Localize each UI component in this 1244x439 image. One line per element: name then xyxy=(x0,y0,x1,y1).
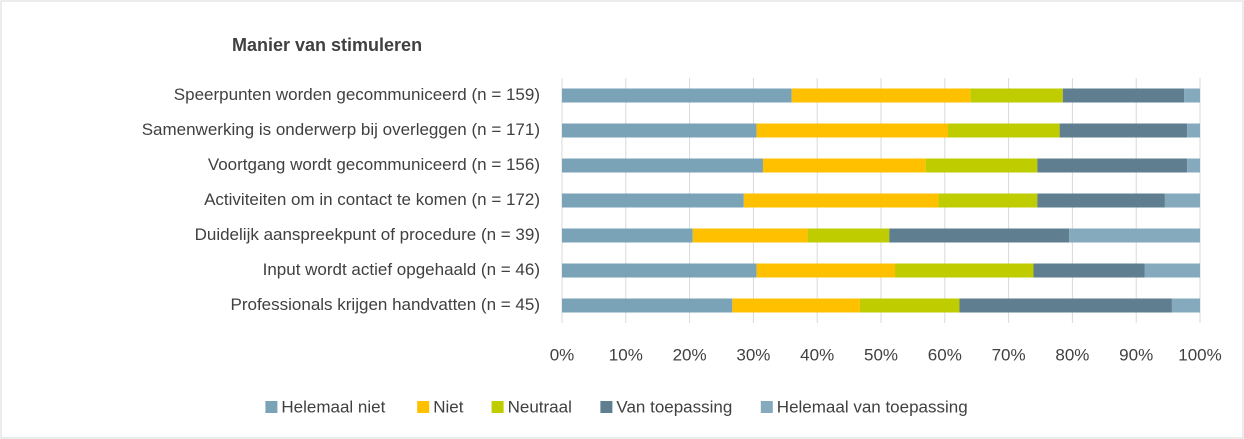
bar-segment xyxy=(756,123,948,138)
legend-swatch xyxy=(760,401,773,413)
legend-swatch xyxy=(491,401,504,413)
y-tick-label: Samenwerking is onderwerp bij overleggen… xyxy=(142,120,540,139)
x-tick-label: 50% xyxy=(864,345,898,364)
legend-label: Helemaal niet xyxy=(281,397,385,416)
bar-segment xyxy=(562,263,757,278)
x-tick-label: 70% xyxy=(992,345,1026,364)
bar-segment xyxy=(562,193,744,208)
x-tick-label: 60% xyxy=(928,345,962,364)
bar-segment xyxy=(1187,158,1200,173)
bar-segment xyxy=(1069,228,1200,243)
legend-label: Helemaal van toepassing xyxy=(777,397,968,416)
bar-segment xyxy=(1144,263,1200,278)
bar-segment xyxy=(1187,123,1200,138)
bar-segment xyxy=(1164,193,1200,208)
legend-label: Niet xyxy=(433,397,464,416)
bar-segment xyxy=(562,298,733,313)
bar-segment xyxy=(743,193,939,208)
bar-segment xyxy=(791,88,971,103)
legend-label: Van toepassing xyxy=(616,397,732,416)
y-tick-label: Duidelijk aanspreekpunt of procedure (n … xyxy=(195,225,540,244)
bar-segment xyxy=(1184,88,1200,103)
legend-swatch xyxy=(600,401,613,413)
x-tick-label: 100% xyxy=(1178,345,1221,364)
bar-segment xyxy=(1062,88,1185,103)
x-tick-label: 10% xyxy=(609,345,643,364)
bar-segment xyxy=(938,193,1038,208)
bar-segment xyxy=(925,158,1038,173)
bar-segment xyxy=(1059,123,1188,138)
x-tick-label: 20% xyxy=(673,345,707,364)
bar-segment xyxy=(970,88,1063,103)
y-tick-label: Activiteiten om in contact te komen (n =… xyxy=(204,190,540,209)
y-tick-label: Voortgang wordt gecommuniceerd (n = 156) xyxy=(208,155,540,174)
bar-segment xyxy=(562,228,693,243)
legend-swatch xyxy=(265,401,278,413)
y-tick-label: Professionals krijgen handvatten (n = 45… xyxy=(231,295,541,314)
bar-segment xyxy=(859,298,960,313)
bar-segment xyxy=(947,123,1060,138)
x-tick-label: 30% xyxy=(736,345,770,364)
x-tick-label: 80% xyxy=(1055,345,1089,364)
bar-segment xyxy=(562,88,792,103)
bar-segment xyxy=(895,263,1034,278)
legend-swatch xyxy=(417,401,430,413)
y-tick-label: Speerpunten worden gecommuniceerd (n = 1… xyxy=(174,85,540,104)
bar-segment xyxy=(959,298,1172,313)
bar-segment xyxy=(762,158,926,173)
bar-segment xyxy=(692,228,808,243)
bar-segment xyxy=(732,298,860,313)
bar-segment xyxy=(1037,193,1165,208)
chart-title: Manier van stimuleren xyxy=(232,35,422,55)
bar-segment xyxy=(562,158,763,173)
bar-segment xyxy=(1037,158,1188,173)
x-tick-label: 90% xyxy=(1119,345,1153,364)
legend-label: Neutraal xyxy=(508,397,572,416)
x-tick-label: 40% xyxy=(800,345,834,364)
bar-segment xyxy=(1171,298,1200,313)
bar-segment xyxy=(562,123,757,138)
bar-segment xyxy=(1033,263,1145,278)
bar-segment xyxy=(889,228,1070,243)
x-tick-label: 0% xyxy=(550,345,575,364)
y-tick-label: Input wordt actief opgehaald (n = 46) xyxy=(263,260,540,279)
bar-segment xyxy=(756,263,896,278)
bar-segment xyxy=(807,228,890,243)
